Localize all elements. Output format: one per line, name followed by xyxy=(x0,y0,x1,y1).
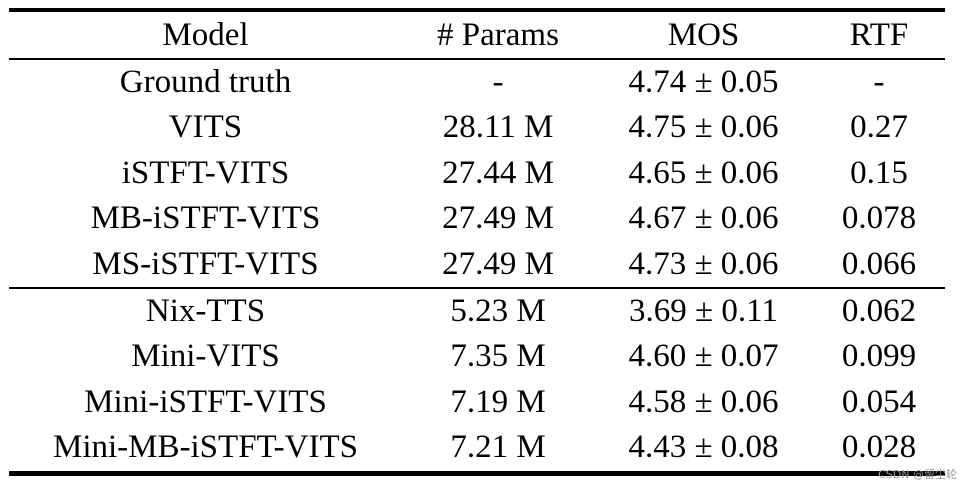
table-row: Ground truth - 4.74 ± 0.05 - xyxy=(9,59,945,105)
cell-rtf: 0.15 xyxy=(850,154,908,191)
cell-rtf: 0.066 xyxy=(841,245,917,282)
table-row: iSTFT-VITS 27.44 M 4.65 ± 0.06 0.15 xyxy=(9,151,945,196)
watermark: CSDN @留尘轮 xyxy=(878,468,957,481)
header-params: # Params xyxy=(402,8,594,60)
cell-params: 28.11 M xyxy=(442,109,554,146)
table-row: MB-iSTFT-VITS 27.49 M 4.67 ± 0.06 0.078 xyxy=(9,196,945,241)
header-model: Model xyxy=(9,8,402,60)
cell-params: 27.44 M xyxy=(442,154,554,191)
cell-mos: 4.43 ± 0.08 xyxy=(594,425,813,476)
table-row: Mini-iSTFT-VITS 7.19 M 4.58 ± 0.06 0.054 xyxy=(9,380,945,425)
cell-model: Mini-VITS xyxy=(131,338,280,375)
cell-params: 27.49 M xyxy=(442,200,554,237)
cell-rtf: 0.062 xyxy=(813,287,945,335)
cell-mos: 4.75 ± 0.06 xyxy=(628,109,779,146)
cell-params: - xyxy=(492,64,504,100)
cell-params: 7.21 M xyxy=(402,425,594,476)
cell-mos: 4.60 ± 0.07 xyxy=(628,338,779,375)
cell-model: Mini-iSTFT-VITS xyxy=(84,383,327,420)
cell-model: Mini-MB-iSTFT-VITS xyxy=(9,425,402,476)
cell-mos: 4.74 ± 0.05 xyxy=(628,64,779,100)
table-row: Nix-TTS 5.23 M 3.69 ± 0.11 0.062 xyxy=(9,287,945,335)
cell-mos: 3.69 ± 0.11 xyxy=(594,287,813,335)
results-table: Model # Params MOS RTF Ground truth - 4.… xyxy=(9,8,945,476)
cell-model: Ground truth xyxy=(119,64,292,100)
cell-rtf: 0.078 xyxy=(841,200,917,237)
cell-rtf: 0.27 xyxy=(850,109,908,146)
header-mos: MOS xyxy=(594,8,813,60)
cell-params: 7.19 M xyxy=(450,383,546,420)
cell-mos: 4.73 ± 0.06 xyxy=(628,245,779,282)
cell-params: 27.49 M xyxy=(442,245,554,282)
cell-model: iSTFT-VITS xyxy=(121,154,290,191)
table-row: MS-iSTFT-VITS 27.49 M 4.73 ± 0.06 0.066 xyxy=(9,242,945,288)
table-row: VITS 28.11 M 4.75 ± 0.06 0.27 xyxy=(9,105,945,150)
cell-model: MS-iSTFT-VITS xyxy=(92,245,319,282)
cell-rtf: - xyxy=(873,64,885,100)
table-row: Mini-MB-iSTFT-VITS 7.21 M 4.43 ± 0.08 0.… xyxy=(9,425,945,476)
header-row: Model # Params MOS RTF xyxy=(9,8,945,60)
cell-model: VITS xyxy=(168,109,243,146)
cell-params: 5.23 M xyxy=(402,287,594,335)
table-row: Mini-VITS 7.35 M 4.60 ± 0.07 0.099 xyxy=(9,334,945,379)
cell-mos: 4.67 ± 0.06 xyxy=(628,200,779,237)
cell-rtf: 0.028 xyxy=(813,425,945,476)
cell-model: MB-iSTFT-VITS xyxy=(90,200,321,237)
cell-params: 7.35 M xyxy=(450,338,546,375)
cell-mos: 4.58 ± 0.06 xyxy=(628,383,779,420)
header-rtf: RTF xyxy=(813,8,945,60)
cell-rtf: 0.054 xyxy=(841,383,917,420)
cell-mos: 4.65 ± 0.06 xyxy=(628,154,779,191)
cell-model: Nix-TTS xyxy=(9,287,402,335)
cell-rtf: 0.099 xyxy=(841,338,917,375)
results-table-container: Model # Params MOS RTF Ground truth - 4.… xyxy=(9,8,945,476)
